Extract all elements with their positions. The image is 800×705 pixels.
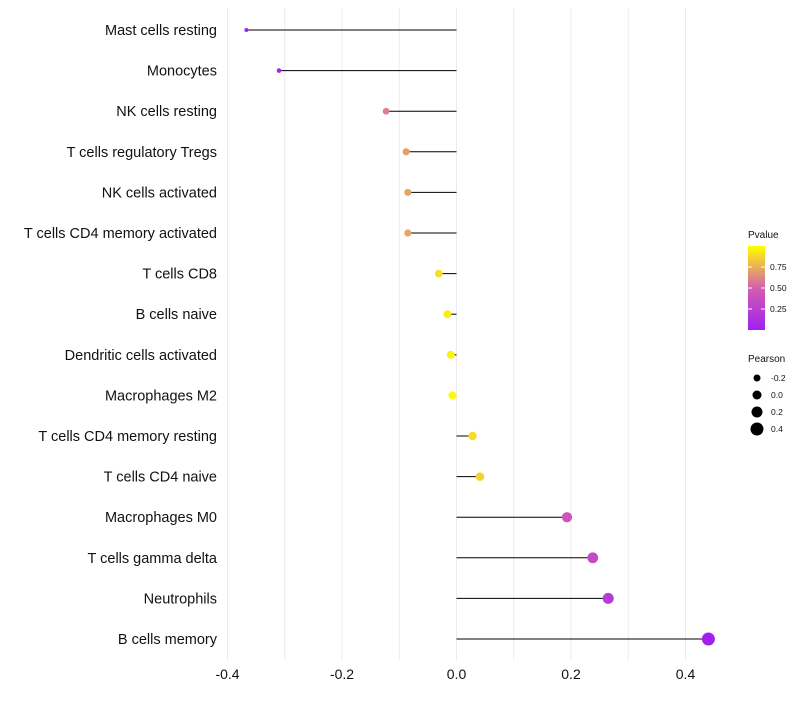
category-label: B cells memory bbox=[118, 632, 218, 648]
lollipop-point bbox=[382, 107, 390, 115]
lollipop-point bbox=[244, 28, 249, 32]
lollipop-point bbox=[443, 310, 452, 319]
lollipop-point bbox=[468, 431, 477, 441]
lollipop-point bbox=[434, 269, 443, 278]
pvalue-legend: Pvalue 0.25 0.50 0.75 bbox=[748, 230, 787, 330]
pvalue-legend-ticks: 0.25 0.50 0.75 bbox=[748, 262, 787, 314]
lollipop-point bbox=[276, 68, 282, 73]
lollipop-point bbox=[402, 148, 410, 156]
pearson-legend: Pearson -0.2 0.0 0.2 0.4 bbox=[748, 354, 786, 436]
category-label: Macrophages M2 bbox=[105, 388, 217, 404]
pvalue-tick-label: 0.75 bbox=[770, 262, 787, 272]
x-tick-label: 0.0 bbox=[447, 666, 467, 682]
pearson-legend-dot bbox=[750, 422, 764, 436]
x-tick-label: 0.2 bbox=[561, 666, 581, 682]
lollipop-point bbox=[701, 632, 715, 646]
category-label: Mast cells resting bbox=[105, 23, 217, 39]
lollipop-point bbox=[448, 391, 457, 400]
category-label: T cells regulatory Tregs bbox=[67, 145, 217, 161]
pearson-legend-items: -0.2 0.0 0.2 0.4 bbox=[750, 373, 786, 436]
category-label: NK cells resting bbox=[116, 104, 217, 120]
point-layer bbox=[244, 28, 715, 646]
pearson-legend-label: 0.2 bbox=[771, 407, 783, 417]
category-label: Macrophages M0 bbox=[105, 510, 217, 526]
pearson-legend-label: 0.0 bbox=[771, 390, 783, 400]
lollipop-point bbox=[446, 350, 455, 359]
pearson-legend-label: -0.2 bbox=[771, 373, 786, 383]
x-tick-label: -0.4 bbox=[215, 666, 239, 682]
pvalue-tick-label: 0.50 bbox=[770, 283, 787, 293]
category-label: T cells CD4 naive bbox=[104, 470, 217, 486]
category-label: Monocytes bbox=[147, 64, 217, 80]
grid-layer bbox=[227, 8, 686, 660]
category-label: Neutrophils bbox=[144, 591, 217, 607]
category-label: Dendritic cells activated bbox=[65, 348, 217, 364]
x-axis-tick-labels: -0.4 -0.2 0.0 0.2 0.4 bbox=[215, 666, 695, 682]
category-label: T cells gamma delta bbox=[88, 551, 218, 567]
category-label: T cells CD8 bbox=[142, 267, 217, 283]
pearson-legend-dot bbox=[752, 390, 762, 400]
pearson-legend-label: 0.4 bbox=[771, 424, 783, 434]
stem-layer bbox=[246, 29, 709, 640]
lollipop-point bbox=[602, 592, 614, 604]
category-label: T cells CD4 memory activated bbox=[24, 226, 217, 242]
pearson-legend-title: Pearson bbox=[748, 354, 785, 365]
category-labels: Mast cells resting Monocytes NK cells rest… bbox=[24, 23, 218, 648]
x-tick-label: -0.2 bbox=[330, 666, 354, 682]
category-label: B cells naive bbox=[136, 307, 217, 323]
category-label: NK cells activated bbox=[102, 185, 217, 201]
lollipop-point bbox=[561, 512, 573, 523]
lollipop-point bbox=[404, 229, 412, 237]
lollipop-point bbox=[587, 552, 599, 564]
lollipop-point bbox=[404, 188, 412, 196]
pvalue-legend-title: Pvalue bbox=[748, 230, 779, 241]
pearson-legend-dot bbox=[753, 374, 761, 382]
pvalue-colorbar bbox=[748, 246, 765, 330]
x-tick-label: 0.4 bbox=[676, 666, 696, 682]
pearson-legend-dot bbox=[751, 406, 763, 418]
category-label: T cells CD4 memory resting bbox=[38, 429, 217, 445]
pvalue-tick-label: 0.25 bbox=[770, 304, 787, 314]
lollipop-point bbox=[475, 472, 485, 481]
